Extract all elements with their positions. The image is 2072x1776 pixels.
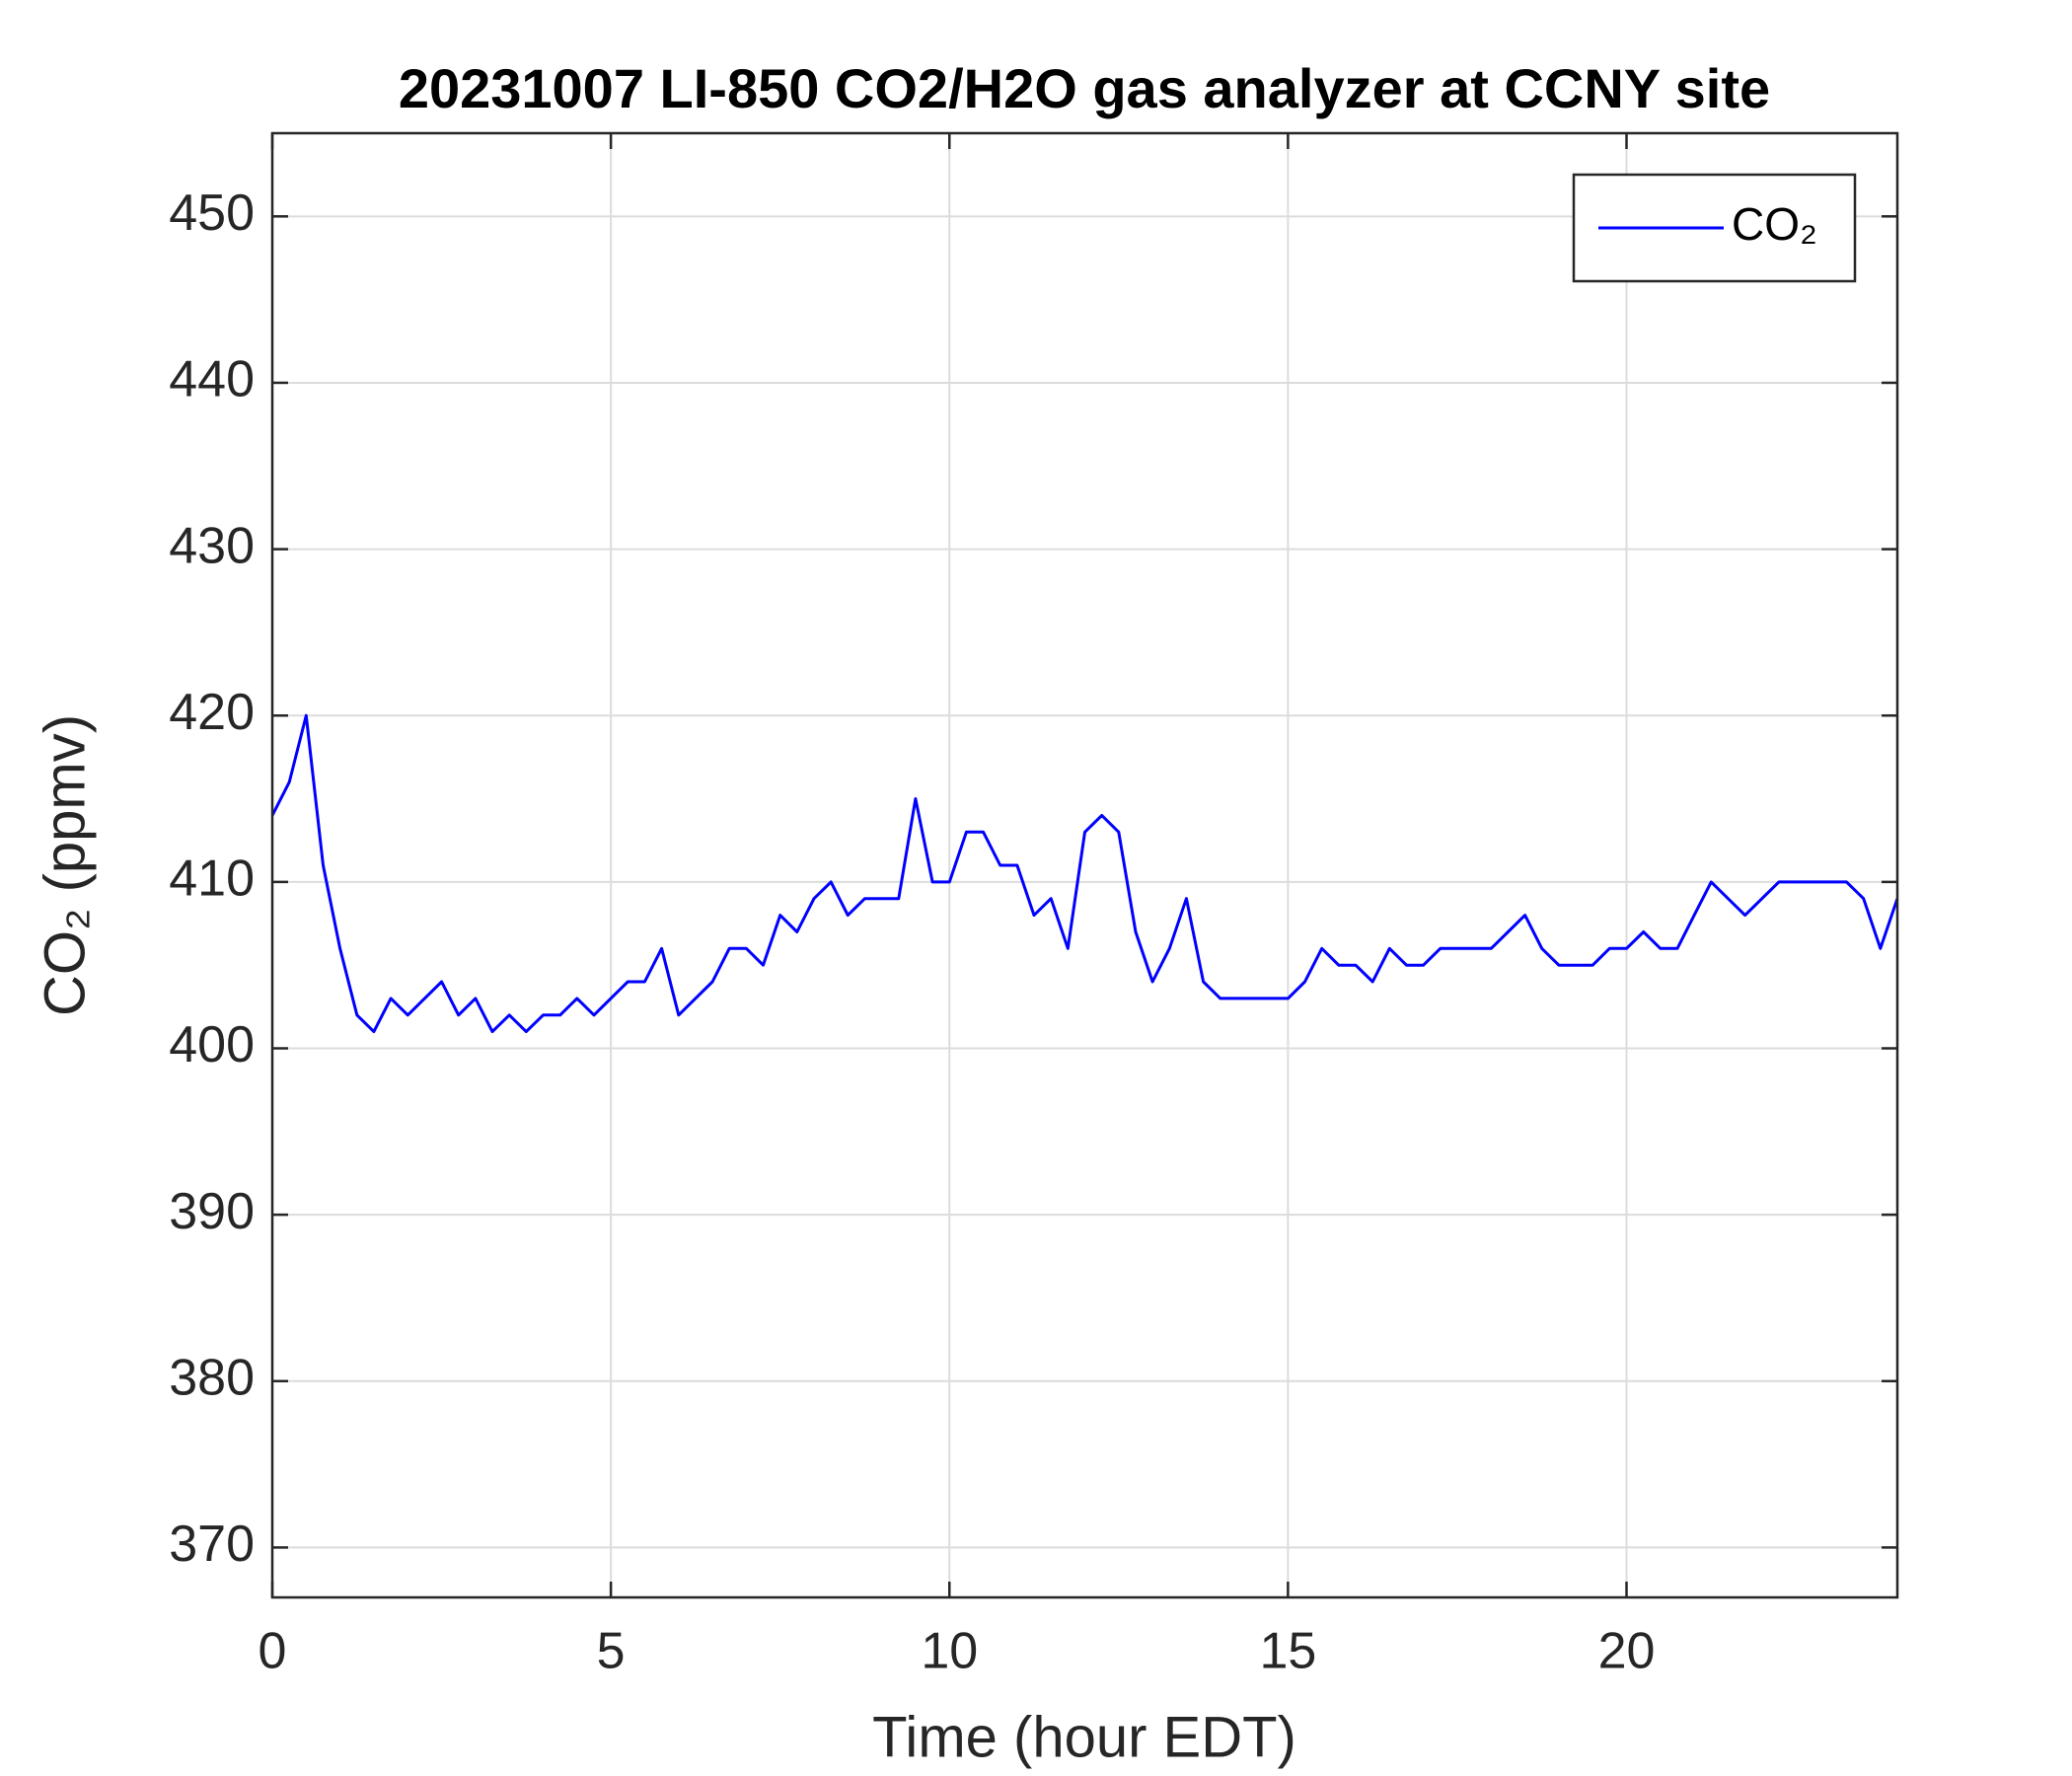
x-tick-label: 5: [597, 1623, 626, 1680]
x-tick-label: 20: [1598, 1623, 1656, 1680]
x-tick-label: 10: [921, 1623, 978, 1680]
plot-area: [270, 713, 1899, 1034]
axes-box: [270, 131, 1899, 1599]
y-tick-label: 370: [169, 1516, 255, 1573]
y-tick-label: 400: [169, 1016, 255, 1073]
y-tick-label: 420: [169, 684, 255, 741]
legend-label: CO₂: [1732, 198, 1817, 250]
x-tick-label: 0: [259, 1623, 287, 1680]
y-tick-label: 380: [169, 1350, 255, 1407]
y-tick-label: 440: [169, 351, 255, 408]
y-axis-label: CO₂ (ppmv): [33, 714, 97, 1016]
y-tick-label: 430: [169, 517, 255, 574]
data-line: [270, 713, 1899, 1034]
x-tick-label: 15: [1259, 1623, 1316, 1680]
y-tick-label: 450: [169, 185, 255, 242]
y-tick-label: 390: [169, 1183, 255, 1240]
chart-title: 20231007 LI-850 CO2/H2O gas analyzer at …: [399, 57, 1770, 119]
y-tick-label: 410: [169, 851, 255, 908]
x-axis-label: Time (hour EDT): [872, 1705, 1296, 1769]
